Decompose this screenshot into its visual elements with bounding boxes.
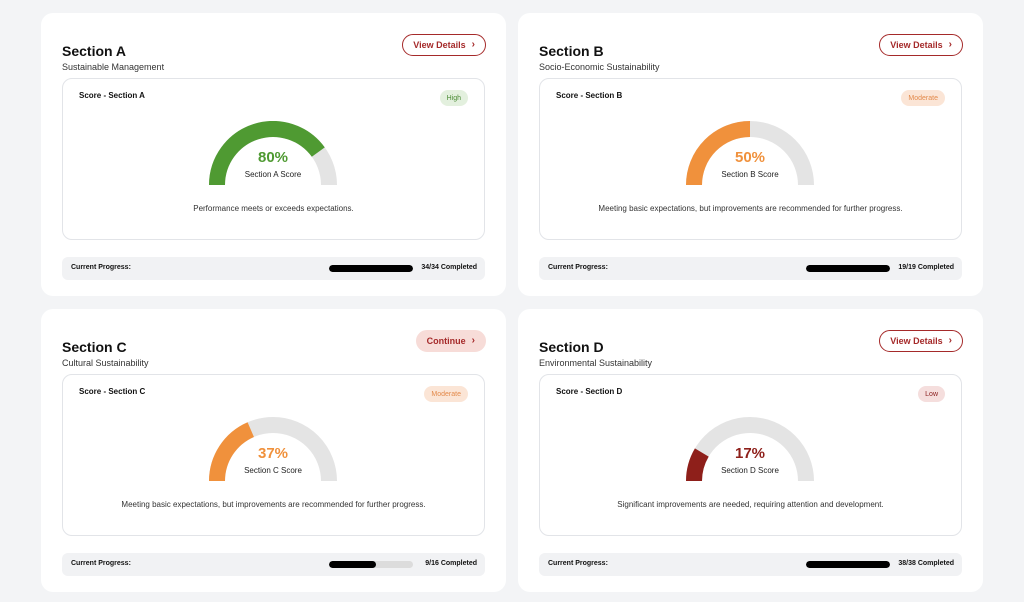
progress-row: Current Progress: 9/16 Completed: [62, 553, 485, 576]
card-subtitle: Sustainable Management: [62, 62, 165, 72]
progress-row: Current Progress: 38/38 Completed: [539, 553, 962, 576]
button-label: View Details: [890, 336, 943, 346]
card-subtitle: Socio-Economic Sustainability: [539, 62, 660, 72]
button-label: View Details: [890, 40, 943, 50]
progress-bar: [806, 561, 890, 568]
progress-label: Current Progress:: [71, 264, 131, 271]
score-panel: Score - Section A High 80% Section A Sco…: [62, 78, 485, 240]
gauge-fill: [209, 121, 325, 186]
score-label: Score - Section D: [556, 387, 623, 396]
gauge-caption: Section C Score: [244, 466, 302, 475]
gauge-fill: [686, 121, 751, 186]
chevron-right-icon: ›: [471, 39, 475, 50]
progress-bar: [329, 561, 413, 568]
progress-text: 9/16 Completed: [425, 560, 477, 567]
gauge-caption: Section B Score: [721, 170, 779, 179]
gauge-caption: Section A Score: [244, 170, 302, 179]
progress-text: 19/19 Completed: [898, 264, 954, 271]
progress-label: Current Progress:: [548, 560, 608, 567]
score-gauge: 17% Section D Score: [686, 417, 814, 483]
progress-fill: [806, 265, 890, 272]
score-gauge: 80% Section A Score: [209, 121, 337, 187]
progress-text: 38/38 Completed: [898, 560, 954, 567]
progress-row: Current Progress: 34/34 Completed: [62, 257, 485, 280]
score-percent: 80%: [257, 149, 289, 166]
button-label: Continue: [426, 336, 466, 346]
chevron-right-icon: ›: [471, 335, 475, 346]
progress-fill: [329, 561, 377, 568]
level-badge: Low: [918, 386, 945, 402]
progress-label: Current Progress:: [548, 264, 608, 271]
section-card-b: Section B Socio-Economic Sustainability …: [518, 13, 983, 296]
card-title: Section B: [539, 43, 604, 59]
progress-fill: [329, 265, 413, 272]
score-gauge: 37% Section C Score: [209, 417, 337, 483]
score-description: Significant improvements are needed, req…: [617, 500, 884, 509]
progress-label: Current Progress:: [71, 560, 131, 567]
card-subtitle: Environmental Sustainability: [539, 358, 653, 368]
score-percent: 50%: [734, 149, 766, 166]
card-subtitle: Cultural Sustainability: [62, 358, 149, 368]
score-label: Score - Section A: [79, 91, 145, 100]
card-title: Section A: [62, 43, 127, 59]
level-badge: Moderate: [901, 90, 945, 106]
score-percent: 37%: [257, 445, 289, 462]
score-label: Score - Section C: [79, 387, 146, 396]
score-description: Meeting basic expectations, but improvem…: [121, 500, 426, 509]
view-details-button[interactable]: View Details ›: [402, 34, 486, 56]
progress-bar: [806, 265, 890, 272]
score-description: Performance meets or exceeds expectation…: [193, 204, 354, 213]
gauge-caption: Section D Score: [721, 466, 779, 475]
level-badge: Moderate: [424, 386, 468, 402]
chevron-right-icon: ›: [948, 39, 952, 50]
score-label: Score - Section B: [556, 91, 623, 100]
view-details-button[interactable]: View Details ›: [879, 34, 963, 56]
gauge-fill: [686, 448, 709, 482]
score-panel: Score - Section C Moderate 37% Section C…: [62, 374, 485, 536]
card-title: Section D: [539, 339, 604, 355]
score-gauge: 50% Section B Score: [686, 121, 814, 187]
continue-button[interactable]: Continue ›: [415, 330, 486, 352]
score-panel: Score - Section D Low 17% Section D Scor…: [539, 374, 962, 536]
card-title: Section C: [62, 339, 127, 355]
score-percent: 17%: [734, 445, 766, 462]
progress-text: 34/34 Completed: [421, 264, 477, 271]
score-panel: Score - Section B Moderate 50% Section B…: [539, 78, 962, 240]
gauge-fill: [209, 422, 255, 482]
progress-row: Current Progress: 19/19 Completed: [539, 257, 962, 280]
section-card-d: Section D Environmental Sustainability V…: [518, 309, 983, 592]
chevron-right-icon: ›: [948, 335, 952, 346]
section-card-a: Section A Sustainable Management View De…: [41, 13, 506, 296]
progress-fill: [806, 561, 890, 568]
score-description: Meeting basic expectations, but improvem…: [598, 204, 903, 213]
view-details-button[interactable]: View Details ›: [879, 330, 963, 352]
section-card-c: Section C Cultural Sustainability Contin…: [41, 309, 506, 592]
progress-bar: [329, 265, 413, 272]
button-label: View Details: [413, 40, 466, 50]
level-badge: High: [439, 90, 468, 106]
